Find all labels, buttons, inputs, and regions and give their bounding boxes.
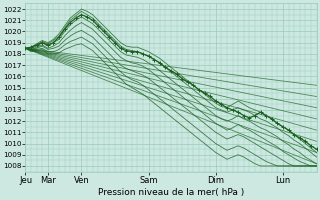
- X-axis label: Pression niveau de la mer( hPa ): Pression niveau de la mer( hPa ): [98, 188, 244, 197]
